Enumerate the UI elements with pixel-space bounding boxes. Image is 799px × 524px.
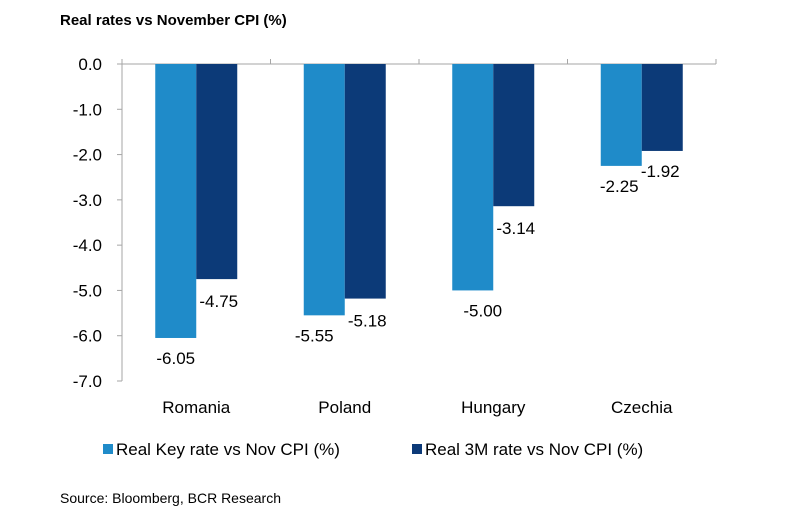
y-tick-label: -1.0 (73, 100, 102, 119)
source-note: Source: Bloomberg, BCR Research (60, 490, 281, 506)
y-tick-label: -6.0 (73, 327, 102, 346)
data-label: -5.55 (295, 326, 334, 345)
y-tick-label: -3.0 (73, 191, 102, 210)
data-label: -2.25 (600, 177, 639, 196)
x-category-label: Czechia (611, 398, 673, 417)
bar-poland-series-2 (344, 64, 386, 299)
bar-poland-series-1 (303, 64, 345, 316)
bar-romania-series-1 (155, 64, 197, 338)
data-label: -5.18 (348, 312, 387, 331)
y-tick-label: -7.0 (73, 372, 102, 391)
y-tick-label: -5.0 (73, 281, 102, 300)
y-tick-label: -2.0 (73, 146, 102, 165)
legend-swatch-series-1 (103, 444, 113, 454)
bar-hungary-series-1 (452, 64, 494, 291)
data-label: -3.14 (496, 219, 535, 238)
bar-hungary-series-2 (493, 64, 535, 207)
x-category-label: Hungary (461, 398, 526, 417)
data-label: -1.92 (641, 162, 680, 181)
x-category-label: Romania (162, 398, 231, 417)
x-category-label: Poland (318, 398, 371, 417)
data-label: -4.75 (199, 292, 238, 311)
legend-label-series-1: Real Key rate vs Nov CPI (%) (116, 440, 340, 459)
data-label: -6.05 (156, 349, 195, 368)
y-tick-label: -4.0 (73, 236, 102, 255)
bar-chart: 0.0 -1.0 -2.0 -3.0 -4.0 -5.0 -6.0 -7.0 -6.05 -4.… (73, 55, 717, 459)
bar-romania-series-2 (196, 64, 238, 280)
bar-czechia-series-2 (641, 64, 683, 151)
data-label: -5.00 (463, 301, 502, 320)
legend-swatch-series-2 (412, 444, 422, 454)
bar-czechia-series-1 (600, 64, 642, 166)
y-tick-label: 0.0 (78, 55, 102, 74)
legend-label-series-2: Real 3M rate vs Nov CPI (%) (425, 440, 643, 459)
chart-title: Real rates vs November CPI (%) (60, 12, 287, 29)
